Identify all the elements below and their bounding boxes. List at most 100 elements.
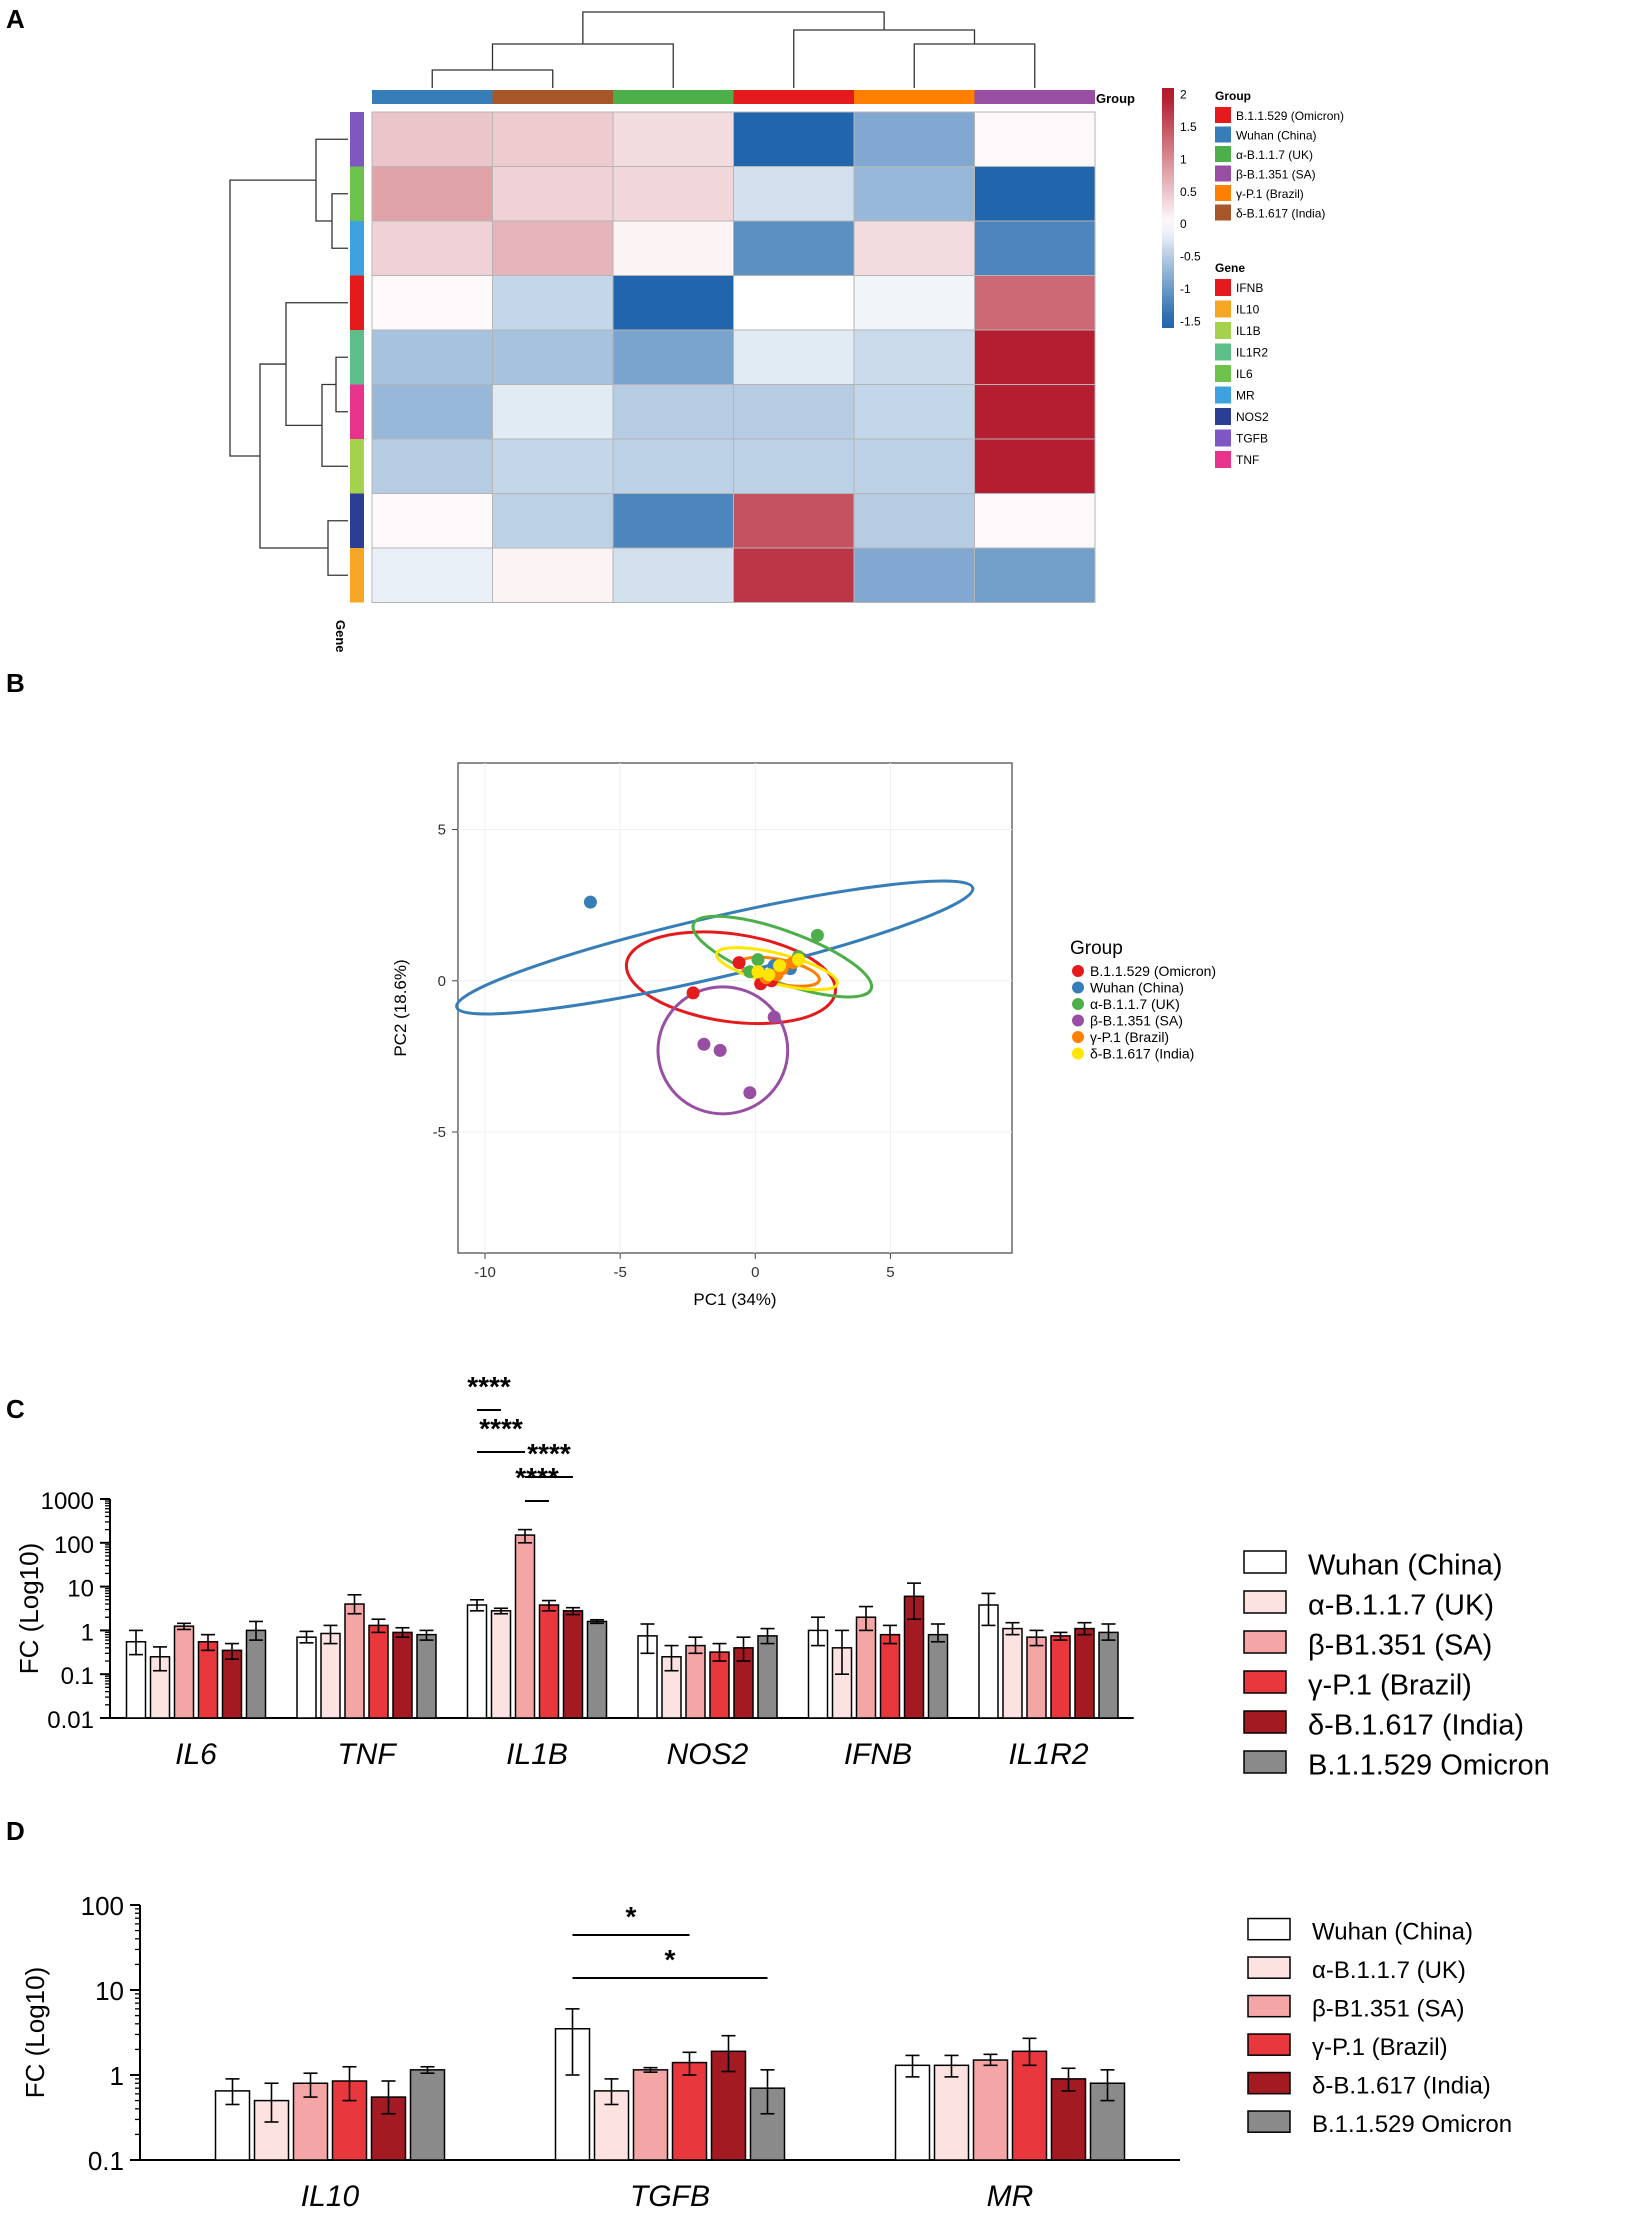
heatmap-cell <box>492 438 614 494</box>
heatmap-cell <box>853 220 975 276</box>
plot-frame <box>457 762 1013 1254</box>
heatmap-cell <box>733 111 855 167</box>
legend-gene-label: IL10 <box>1236 303 1260 317</box>
legend-title: Group <box>1070 938 1123 959</box>
color-scale-tick: 1.5 <box>1180 120 1197 134</box>
column-annotation-Alpha <box>613 90 734 104</box>
row-annotation-IL6 <box>350 166 364 221</box>
color-scale-tick: 0.5 <box>1180 185 1197 199</box>
heatmap-cell <box>612 111 734 167</box>
color-scale-tick: 0 <box>1180 217 1187 231</box>
panel-label-a: A <box>6 4 25 34</box>
row-annotation-IFNB <box>350 275 364 330</box>
bar-bar_alpha <box>1002 1627 1023 1719</box>
panel-label-d: D <box>6 1816 25 1846</box>
heatmap-cell <box>733 493 855 549</box>
dendrogram-branch <box>793 29 976 88</box>
heatmap-cell <box>371 275 493 331</box>
heatmap-cell <box>733 438 855 494</box>
legend-label: B.1.1.529 Omicron <box>1312 2111 1512 2138</box>
y-axis-label: FC (Log10) <box>14 1543 44 1675</box>
point-Omicron <box>686 986 700 1000</box>
color-scale-bar <box>1162 88 1174 328</box>
heatmap-cell <box>371 166 493 222</box>
legend-label: Wuhan (China) <box>1308 1549 1503 1581</box>
heatmap-cell <box>853 384 975 440</box>
legend-group-label: α-B.1.1.7 (UK) <box>1236 148 1313 162</box>
bar-bar_omicron <box>1098 1631 1119 1719</box>
color-scale-tick: -0.5 <box>1180 250 1201 264</box>
bar-bar_gamma <box>538 1604 560 1719</box>
category-label-IL6: IL6 <box>175 1738 217 1771</box>
heatmap-cell <box>612 329 734 385</box>
category-label-TGFB: TGFB <box>630 2180 710 2213</box>
dendrogram-branch <box>321 383 348 467</box>
legend-group-label: δ-B.1.617 (India) <box>1236 207 1325 221</box>
legend-swatch-IFNB <box>1215 279 1231 296</box>
y-tick-label: 10 <box>95 1976 124 2006</box>
category-label-TNF: TNF <box>337 1738 397 1771</box>
heatmap-cell <box>612 166 734 222</box>
heatmap-cell <box>974 166 1096 222</box>
category-label-IL10: IL10 <box>301 2180 360 2213</box>
legend-label: δ-B.1.617 (India) <box>1090 1046 1194 1062</box>
heatmap-cell <box>853 493 975 549</box>
legend-label: δ-B.1.617 (India) <box>1312 2073 1491 2100</box>
color-scale-tick: -1 <box>1180 282 1191 296</box>
y-tick-label: 0.1 <box>61 1663 94 1690</box>
heatmap-cell <box>371 329 493 385</box>
dendrogram-branch <box>327 520 348 576</box>
bar-bar_gamma <box>368 1624 389 1719</box>
legend-gene-label: MR <box>1236 389 1255 403</box>
bar-bar_omicron <box>409 2069 446 2161</box>
legend-label: γ-P.1 (Brazil) <box>1090 1029 1169 1045</box>
bar-bar_omicron <box>586 1620 608 1719</box>
y-axis-label: PC2 (18.6%) <box>391 959 410 1056</box>
legend-swatch-IL1B <box>1215 322 1231 339</box>
heatmap-cell <box>492 384 614 440</box>
y-tick-label: 0 <box>438 973 446 990</box>
legend-swatch-bar_omicron <box>1243 1750 1287 1774</box>
legend-label: B.1.1.529 (Omicron) <box>1090 963 1216 979</box>
significance-label: **** <box>479 1413 523 1444</box>
legend-swatch-NOS2 <box>1215 408 1231 425</box>
legend-swatch-Alpha <box>1215 146 1231 162</box>
legend-swatch-bar_wuhan <box>1247 1917 1291 1941</box>
heatmap-cell <box>492 220 614 276</box>
category-label-NOS2: NOS2 <box>667 1738 749 1771</box>
legend-label: δ-B.1.617 (India) <box>1308 1709 1524 1741</box>
x-tick-label: 0 <box>751 1264 759 1281</box>
significance-label: * <box>626 1901 637 1932</box>
legend-dot-Wuhan <box>1072 981 1084 994</box>
significance-label: * <box>665 1944 676 1975</box>
row-annotation-IL10 <box>350 548 364 603</box>
heatmap-cell <box>733 166 855 222</box>
legend-swatch-bar_alpha <box>1243 1590 1287 1614</box>
bar-bar_omicron <box>416 1633 437 1719</box>
bar-bar_alpha <box>593 2090 630 2161</box>
panel-label-b: B <box>6 668 25 698</box>
point-DeltaYellow <box>762 968 776 982</box>
point-Beta <box>697 1037 711 1051</box>
bar-bar_wuhan <box>466 1604 488 1719</box>
column-annotation-Omicron <box>733 90 854 104</box>
bar-bar_gamma <box>1011 2050 1048 2161</box>
row-dendrogram <box>229 138 348 576</box>
heatmap-cell <box>733 220 855 276</box>
bar-bar_alpha <box>490 1610 512 1719</box>
bar-bar_wuhan <box>894 2064 931 2161</box>
row-annotation-TGFB <box>350 112 364 167</box>
point-DeltaYellow <box>773 959 787 973</box>
point-Beta <box>767 1010 781 1024</box>
heatmap-cell <box>853 275 975 331</box>
column-annotation-label: Group <box>1096 91 1135 106</box>
legend-gene-label: IL1R2 <box>1236 346 1268 360</box>
dendrogram-branch <box>913 43 1036 88</box>
legend-label: β-B1.351 (SA) <box>1312 1996 1465 2023</box>
dendrogram-branch <box>259 363 328 549</box>
y-tick-label: 100 <box>81 1891 124 1921</box>
point-Wuhan <box>583 895 597 909</box>
legend-label: α-B.1.1.7 (UK) <box>1308 1589 1494 1621</box>
heatmap-cell <box>612 493 734 549</box>
